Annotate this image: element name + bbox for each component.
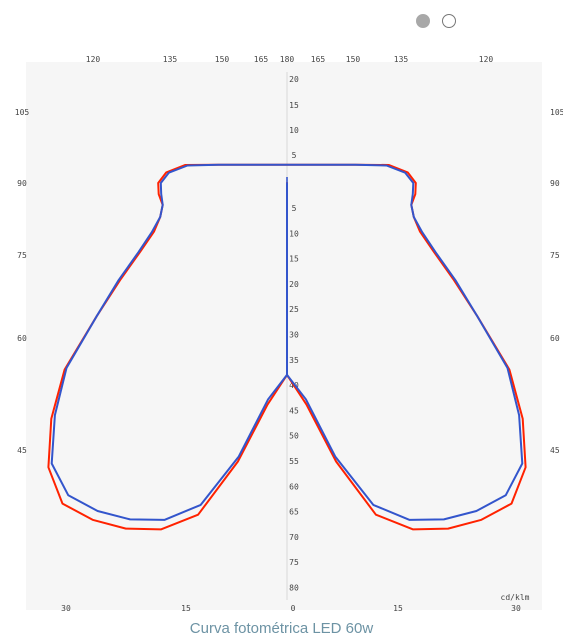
- radial-tick-label: 80: [289, 584, 299, 593]
- radial-tick-label: 10: [289, 126, 299, 135]
- angle-tick-label: 0: [291, 604, 296, 613]
- angle-tick-label: 150: [215, 55, 230, 64]
- angle-tick-label: 120: [86, 55, 101, 64]
- angle-tick-label: 105: [15, 108, 30, 117]
- radial-tick-label: 60: [289, 482, 299, 491]
- radial-tick-label: 65: [289, 508, 299, 517]
- angle-tick-label: 90: [550, 179, 560, 188]
- carousel-dot-2[interactable]: [442, 14, 456, 28]
- angle-tick-label: 30: [61, 604, 71, 613]
- radial-tick-label: 20: [289, 75, 299, 84]
- angle-tick-label: 30: [511, 604, 521, 613]
- angle-tick-label: 45: [17, 446, 27, 455]
- chart-caption: Curva fotométrica LED 60w: [189, 620, 374, 637]
- photometric-chart: 2015105510152025303540455055606570758012…: [15, 55, 563, 613]
- angle-tick-label: 75: [17, 251, 27, 260]
- angle-tick-label: 15: [181, 604, 191, 613]
- angle-tick-label: 60: [17, 334, 27, 343]
- carousel-dots: [416, 14, 456, 28]
- angle-tick-label: 135: [163, 55, 178, 64]
- radial-tick-label: 75: [289, 558, 299, 567]
- radial-tick-label: 35: [289, 356, 299, 365]
- radial-tick-label: 5: [292, 151, 297, 160]
- chart-plot-area: [26, 62, 542, 610]
- unit-label: cd/klm: [501, 593, 530, 602]
- angle-tick-label: 15: [393, 604, 403, 613]
- angle-tick-label: 180: [280, 55, 295, 64]
- angle-tick-label: 90: [17, 179, 27, 188]
- carousel-dot-1[interactable]: [416, 14, 430, 28]
- angle-tick-label: 105: [550, 108, 563, 117]
- angle-tick-label: 150: [346, 55, 361, 64]
- angle-tick-label: 45: [550, 446, 560, 455]
- series-line-2: [50, 163, 524, 521]
- angle-tick-label: 165: [311, 55, 326, 64]
- radial-tick-label: 20: [289, 280, 299, 289]
- angle-tick-label: 135: [394, 55, 409, 64]
- radial-tick-label: 10: [289, 229, 299, 238]
- radial-tick-label: 15: [289, 101, 299, 110]
- radial-tick-label: 25: [289, 305, 299, 314]
- radial-tick-label: 45: [289, 406, 299, 415]
- radial-tick-label: 5: [292, 204, 297, 213]
- radial-tick-label: 30: [289, 331, 299, 340]
- radial-tick-label: 55: [289, 457, 299, 466]
- radial-tick-label: 50: [289, 432, 299, 441]
- angle-tick-label: 75: [550, 251, 560, 260]
- angle-tick-label: 165: [254, 55, 269, 64]
- angle-tick-label: 60: [550, 334, 560, 343]
- radial-tick-label: 15: [289, 255, 299, 264]
- angle-tick-label: 120: [479, 55, 494, 64]
- radial-tick-label: 70: [289, 533, 299, 542]
